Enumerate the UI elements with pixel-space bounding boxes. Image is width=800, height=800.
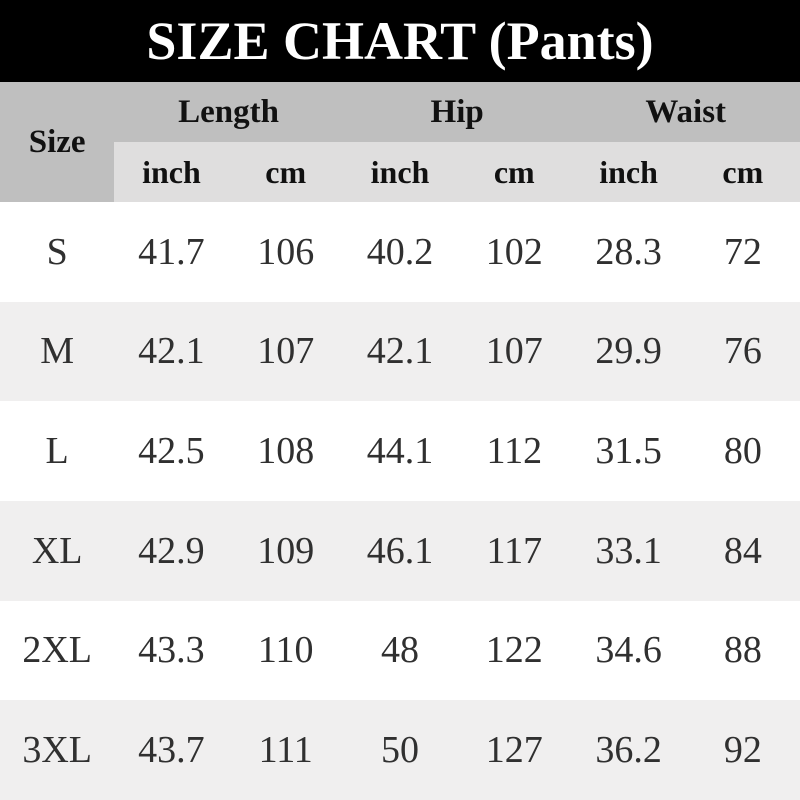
data-cell: 107 bbox=[228, 301, 343, 402]
data-cell: 127 bbox=[457, 700, 572, 800]
data-cell: 42.1 bbox=[342, 301, 458, 402]
data-cell: 72 bbox=[685, 202, 800, 302]
unit-header-length-inch: inch bbox=[114, 142, 229, 202]
data-cell: 110 bbox=[228, 600, 343, 701]
data-cell: 76 bbox=[685, 301, 800, 402]
data-cell: 40.2 bbox=[342, 202, 458, 302]
size-cell: S bbox=[0, 202, 115, 302]
data-cell: 33.1 bbox=[571, 500, 686, 601]
data-cell: 50 bbox=[342, 700, 458, 800]
size-chart-table: Size Length Hip Waist inch cm inch cm in… bbox=[0, 82, 800, 800]
unit-header-length-cm: cm bbox=[228, 142, 343, 202]
data-cell: 48 bbox=[342, 600, 458, 701]
data-cell: 41.7 bbox=[114, 202, 229, 302]
data-cell: 44.1 bbox=[342, 401, 458, 501]
data-cell: 42.1 bbox=[114, 301, 229, 402]
data-cell: 108 bbox=[228, 401, 343, 501]
unit-header-waist-cm: cm bbox=[685, 142, 800, 202]
data-cell: 34.6 bbox=[571, 600, 686, 701]
size-cell: 3XL bbox=[0, 700, 115, 800]
group-header-length: Length bbox=[114, 82, 343, 142]
data-cell: 28.3 bbox=[571, 202, 686, 302]
data-cell: 117 bbox=[457, 500, 572, 601]
unit-header-hip-inch: inch bbox=[342, 142, 458, 202]
unit-header-waist-inch: inch bbox=[571, 142, 686, 202]
group-header-hip: Hip bbox=[342, 82, 572, 142]
data-cell: 111 bbox=[228, 700, 343, 800]
data-cell: 31.5 bbox=[571, 401, 686, 501]
data-cell: 109 bbox=[228, 500, 343, 601]
data-cell: 88 bbox=[685, 600, 800, 701]
data-cell: 46.1 bbox=[342, 500, 458, 601]
column-header-size: Size bbox=[0, 82, 115, 202]
data-cell: 42.9 bbox=[114, 500, 229, 601]
data-cell: 43.3 bbox=[114, 600, 229, 701]
size-cell: XL bbox=[0, 500, 115, 601]
unit-header-hip-cm: cm bbox=[457, 142, 572, 202]
size-cell: M bbox=[0, 301, 115, 402]
size-cell: L bbox=[0, 401, 115, 501]
data-cell: 122 bbox=[457, 600, 572, 701]
data-cell: 43.7 bbox=[114, 700, 229, 800]
data-cell: 36.2 bbox=[571, 700, 686, 800]
data-cell: 106 bbox=[228, 202, 343, 302]
data-cell: 92 bbox=[685, 700, 800, 800]
data-cell: 42.5 bbox=[114, 401, 229, 501]
data-cell: 80 bbox=[685, 401, 800, 501]
data-cell: 107 bbox=[457, 301, 572, 402]
size-cell: 2XL bbox=[0, 600, 115, 701]
data-cell: 102 bbox=[457, 202, 572, 302]
data-cell: 29.9 bbox=[571, 301, 686, 402]
group-header-waist: Waist bbox=[571, 82, 800, 142]
data-cell: 112 bbox=[457, 401, 572, 501]
data-cell: 84 bbox=[685, 500, 800, 601]
page-title: SIZE CHART (Pants) bbox=[0, 0, 800, 82]
